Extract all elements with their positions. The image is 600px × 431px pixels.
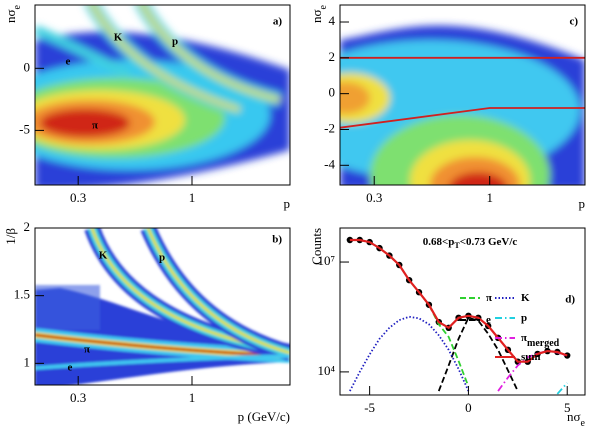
- x-tick-label: -5: [364, 400, 375, 415]
- annotation: π: [84, 344, 90, 356]
- x-tick-label: 0.3: [70, 390, 86, 405]
- y-tick-label: -2: [324, 120, 335, 135]
- y-tick-label: 10⁴: [317, 363, 335, 378]
- y-tick-label: 10⁷: [317, 253, 335, 268]
- density-c: [340, 25, 585, 185]
- label-text: p (GeV/c): [238, 409, 290, 424]
- plot-frame: [339, 227, 586, 396]
- annotation: π: [92, 120, 98, 132]
- annotation: K: [114, 32, 123, 44]
- label: e: [486, 314, 491, 326]
- label: p: [521, 312, 527, 324]
- series-line: [349, 238, 568, 363]
- y-tick-label: -4: [324, 156, 335, 171]
- label: p: [284, 196, 291, 211]
- title-part: 0.68<p: [423, 236, 455, 248]
- density-b: [35, 228, 290, 385]
- label-text: p: [579, 196, 586, 211]
- y-tick-label: -5: [19, 121, 30, 136]
- label-text: 1/β: [3, 228, 18, 245]
- series-line: [349, 239, 470, 387]
- label: Counts: [309, 228, 324, 265]
- label-text: K: [521, 292, 530, 304]
- label: p: [579, 196, 586, 211]
- label: π: [486, 292, 492, 304]
- annotation: K: [99, 250, 108, 262]
- panel-label: c): [569, 16, 578, 28]
- label-text: e: [486, 314, 491, 326]
- panel-label: b): [272, 234, 282, 246]
- y-tick-label: 4: [329, 13, 336, 28]
- series-line: [437, 316, 519, 392]
- x-tick-label: 1: [486, 190, 493, 205]
- label-text: nσ: [309, 9, 324, 23]
- y-tick-label: 1.5: [14, 287, 30, 302]
- label-sub: e: [12, 4, 23, 9]
- x-tick-label: 0.3: [70, 190, 86, 205]
- label: nσe: [567, 409, 586, 429]
- title-part: <0.73 GeV/c: [460, 236, 518, 248]
- label: nσe: [3, 4, 23, 23]
- x-tick-label: 1: [189, 190, 196, 205]
- label: p (GeV/c): [238, 409, 290, 424]
- label-text: sum: [521, 351, 541, 363]
- label-text: Counts: [309, 228, 324, 265]
- label-text: nσ: [567, 409, 581, 424]
- annotation: e: [68, 362, 73, 374]
- y-tick-label: 2: [329, 49, 336, 64]
- label-sub: merged: [527, 338, 560, 349]
- label-sub: e: [581, 418, 586, 429]
- label: πmerged: [521, 332, 560, 349]
- x-tick-label: 0: [465, 400, 472, 415]
- title-part: T: [454, 241, 460, 250]
- x-tick-label: 0.3: [366, 190, 382, 205]
- label-text: π: [486, 292, 492, 304]
- panel-label: a): [273, 16, 283, 28]
- y-tick-label: 0: [329, 85, 336, 100]
- plot-area: [340, 56, 585, 129]
- label-sub: e: [318, 4, 329, 9]
- annotation: p: [159, 252, 165, 264]
- label: 1/β: [3, 228, 18, 245]
- density-a: [35, 5, 290, 185]
- annotation: e: [66, 56, 71, 68]
- label: K: [521, 292, 530, 304]
- label-text: p: [284, 196, 291, 211]
- y-tick-label: 2: [24, 219, 31, 234]
- plot-frame: [34, 227, 291, 386]
- panel-label: d): [565, 294, 575, 306]
- x-tick-label: 1: [189, 390, 196, 405]
- label-text: nσ: [3, 9, 18, 23]
- label: nσe: [309, 4, 329, 23]
- series-line: [556, 382, 568, 395]
- panel-title: 0.68<pT<0.73 GeV/c: [423, 236, 518, 251]
- series-line: [349, 315, 470, 392]
- x-tick-label: 5: [564, 400, 571, 415]
- label: sum: [521, 351, 541, 363]
- y-tick-label: 0: [24, 59, 31, 74]
- label-text: p: [521, 312, 527, 324]
- plot-area: [346, 236, 571, 395]
- plot-frame: [339, 4, 586, 186]
- annotation: p: [172, 36, 178, 48]
- series-line: [340, 107, 585, 129]
- y-tick-label: 1: [24, 354, 31, 369]
- plot-frame: [34, 4, 291, 186]
- label-text: π: [521, 332, 527, 344]
